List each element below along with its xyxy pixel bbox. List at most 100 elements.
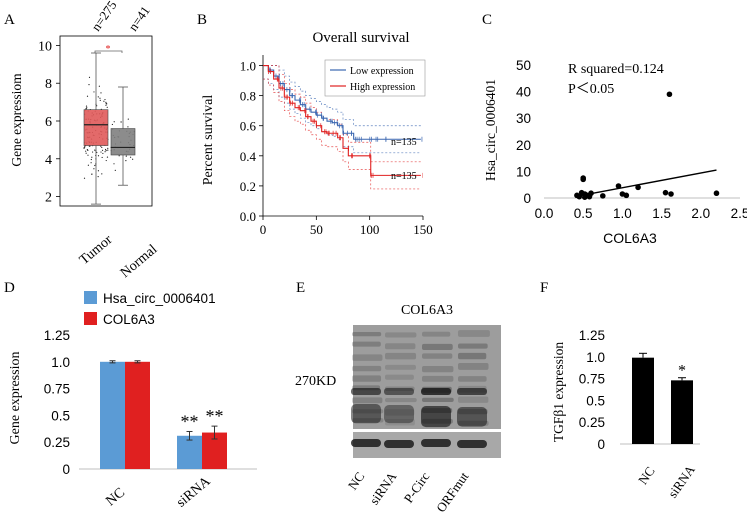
panel-a-jitter-point [90,162,92,164]
panel-a-jitter-point [104,98,106,101]
panel-c-xtick-label: 2.0 [691,206,710,221]
panel-a-box-normal [110,128,136,156]
panel-a-jitter-point [99,97,101,99]
panel-f-bar-nc [632,357,654,444]
panel-c-ytick-label: 30 [516,111,531,126]
panel-a-jitter-point [125,160,127,162]
panel-a-jitter-point [97,96,99,98]
panel-a-jitter-point [99,99,101,101]
panel-a-jitter-point [100,92,102,94]
panel-a-jitter-point [113,121,115,123]
panel-a-jitter-point [102,152,104,155]
panel-e-band-270kd [457,388,487,395]
panel-b-title: Overall survival [312,30,409,46]
panel-a-jitter-point [85,105,88,107]
panel-d-xlabel-nc: NC [103,485,128,509]
panel-b-xtick-label: 150 [413,222,433,237]
panel-b-ytick-label: 0.2 [240,179,256,194]
panel-a-count-tumor: n=275 [88,0,119,34]
panel-d-ytick-label: 0.75 [44,382,70,397]
panel-e-band [352,365,382,372]
panel-letter-c: C [482,12,492,28]
panel-e-band [352,418,384,423]
panel-e-band [458,396,489,403]
panel-a-jitter-point [103,100,105,102]
panel-letter-e: E [296,280,305,296]
panel-f-ytick-label: 1.25 [579,328,605,343]
panel-e-loading-band [421,439,451,447]
panel-b-legend [324,59,426,97]
panel-c-point [713,190,720,197]
panel-a-jitter-point [118,155,120,157]
panel-a-jitter-point [105,149,107,152]
panel-letter-f: F [540,280,548,296]
panel-a-ytick-label: 10 [38,39,52,54]
panel-e-band [352,354,383,361]
panel-b-ylabel: Percent survival [201,95,216,186]
panel-d-ytick-label: 0.25 [44,435,70,450]
panel-b-n-low: n=135 [391,137,417,148]
panel-e-band [352,341,381,347]
panel-a-jitter-point [101,149,104,151]
panel-b-ytick-label: 0.0 [240,209,256,224]
panel-e-band [352,331,382,337]
panel-a-ylabel: Gene expressiom [9,73,24,167]
panel-d-ytick-label: 0 [62,462,70,477]
panel-e-lane-sirna: siRNA [366,469,399,508]
panel-a-jitter-point [85,152,87,154]
panel-letter-b: B [197,12,207,28]
panel-a-jitter-point [132,158,134,160]
panel-e-band-270kd [351,388,381,395]
panel-b-ci-high [263,65,421,163]
panel-e-band [458,376,487,382]
panel-a-jitter-point [97,176,99,178]
panel-e-band [422,365,454,373]
panel-a-jitter-point [107,149,109,151]
panel-d-ytick-label: 1.0 [51,355,70,370]
panel-d-bar-nc-col6a3 [125,361,150,469]
panel-a-jitter-point [107,147,109,149]
panel-a-jitter-point [86,95,89,97]
panel-c-point [581,194,588,201]
panel-e-band [458,330,490,337]
panel-e-band [422,353,453,359]
panel-a-jitter-point [105,101,107,103]
panel-a-jitter-point [84,146,86,148]
panel-d-legend-circ: Hsa_circ_0006401 [103,291,216,306]
panel-c-xtick-label: 2.5 [731,206,747,221]
panel-a-jitter-point [120,121,122,123]
panel-b-ytick-label: 0.6 [240,119,257,134]
panel-f-bar-sirna [671,380,693,444]
panel-b-xtick-label: 100 [360,222,380,237]
panel-e-band [385,352,417,360]
panel-letter-a: A [4,12,15,28]
panel-f-bars: TGFβ1 expression NC siRNA 0 0.25 0.5 0.75 1.… [551,328,700,501]
panel-e-band [385,332,417,338]
panel-a-jitter-point [111,123,113,126]
panel-b-ytick-label: 1.0 [240,59,256,74]
panel-f-ytick-label: 0.75 [579,372,605,387]
panel-b-legend-high: High expression [350,82,415,93]
panel-d-bar-sirna-circ [177,435,202,469]
panel-a-ytick-label: 4 [45,153,52,168]
panel-d-ylabel: Gene expression [8,352,23,445]
panel-a-sig-bracket [94,50,123,53]
panel-a-jitter-point [90,158,92,161]
panel-a-jitter-point [101,173,103,175]
panel-e-band [458,352,487,360]
panel-a-jitter-point [98,85,100,87]
panel-c-point [635,184,641,191]
panel-e-band [385,374,414,380]
panel-a-jitter-point [105,102,107,105]
panel-f-ytick-label: 0 [597,437,605,452]
panel-d-legend-swatch-col6a3 [84,312,97,325]
panel-c-point [623,192,630,199]
panel-e-band [422,397,454,403]
panel-a-box-tumor [83,109,109,146]
panel-a-count-normal: n=41 [125,3,153,34]
panel-a-jitter-point [104,148,107,151]
panel-a-jitter-point [97,170,100,172]
panel-a-jitter-point [91,151,94,153]
panel-d-significance: ** [206,406,224,426]
